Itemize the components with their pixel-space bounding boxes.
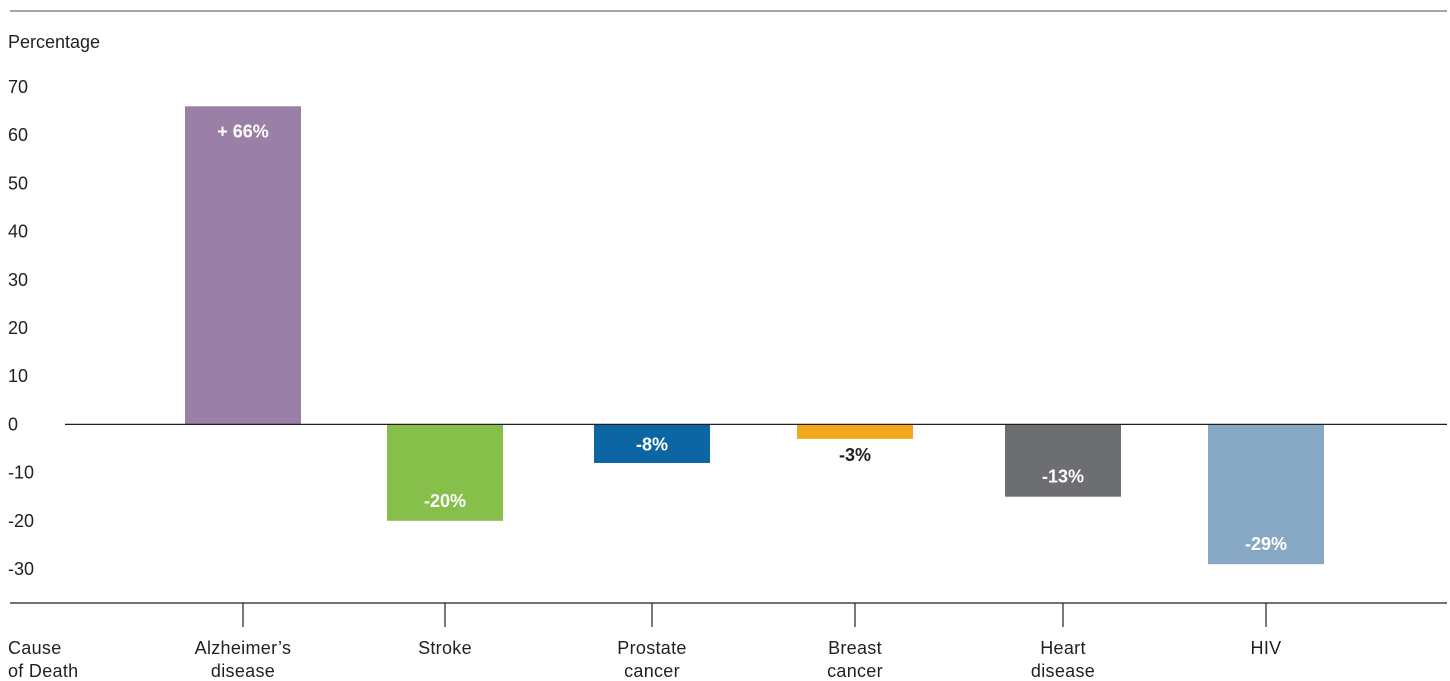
x-axis-title-line-2: of Death bbox=[8, 661, 78, 681]
x-tick-marks bbox=[242, 603, 1267, 627]
bar bbox=[185, 106, 301, 425]
category-label-line: Breast bbox=[828, 638, 882, 658]
category-label-line: Heart bbox=[1040, 638, 1086, 658]
category-label-line: cancer bbox=[827, 661, 883, 681]
category-label-line: cancer bbox=[624, 661, 680, 681]
y-tick-label: -10 bbox=[8, 463, 34, 483]
y-tick-label: -30 bbox=[8, 559, 34, 579]
bar bbox=[1208, 424, 1324, 565]
data-label: -3% bbox=[839, 445, 871, 465]
data-label: -13% bbox=[1042, 467, 1084, 487]
category-label-line: disease bbox=[1031, 661, 1095, 681]
y-tick-labels: 70 60 50 40 30 20 10 0 -10 -20 -30 bbox=[8, 77, 34, 579]
category-label: Prostate cancer bbox=[617, 638, 686, 681]
y-tick-label: 60 bbox=[8, 125, 28, 145]
x-axis-title-line-1: Cause bbox=[8, 638, 62, 658]
y-tick-label: 30 bbox=[8, 270, 28, 290]
y-axis-title: Percentage bbox=[8, 32, 100, 52]
y-tick-label: 40 bbox=[8, 222, 28, 242]
data-label: -20% bbox=[424, 491, 466, 511]
category-label-line: HIV bbox=[1251, 638, 1282, 658]
bar bbox=[594, 424, 710, 463]
data-label: + 66% bbox=[217, 121, 269, 141]
y-tick-label: 0 bbox=[8, 414, 18, 434]
y-tick-label: 10 bbox=[8, 366, 28, 386]
category-label: Breast cancer bbox=[827, 638, 883, 681]
y-tick-label: 70 bbox=[8, 77, 28, 97]
category-label-line: Stroke bbox=[418, 638, 472, 658]
bar bbox=[1005, 424, 1121, 497]
category-label-line: Alzheimer’s bbox=[195, 638, 292, 658]
x-axis-title: Cause of Death bbox=[8, 638, 78, 681]
y-tick-label: 50 bbox=[8, 173, 28, 193]
data-label: -29% bbox=[1245, 534, 1287, 554]
category-label: HIV bbox=[1251, 638, 1282, 658]
category-label: Stroke bbox=[418, 638, 472, 658]
category-label: Alzheimer’s disease bbox=[195, 638, 292, 681]
y-tick-label: -20 bbox=[8, 511, 34, 531]
bar bbox=[387, 424, 503, 521]
bars: + 66% -20% -8% -3% -13% -29% bbox=[185, 106, 1324, 565]
category-label: Heart disease bbox=[1031, 638, 1095, 681]
bar bbox=[797, 424, 913, 439]
category-label-line: Prostate bbox=[617, 638, 686, 658]
y-tick-label: 20 bbox=[8, 318, 28, 338]
category-label-line: disease bbox=[211, 661, 275, 681]
data-label: -8% bbox=[636, 434, 668, 454]
